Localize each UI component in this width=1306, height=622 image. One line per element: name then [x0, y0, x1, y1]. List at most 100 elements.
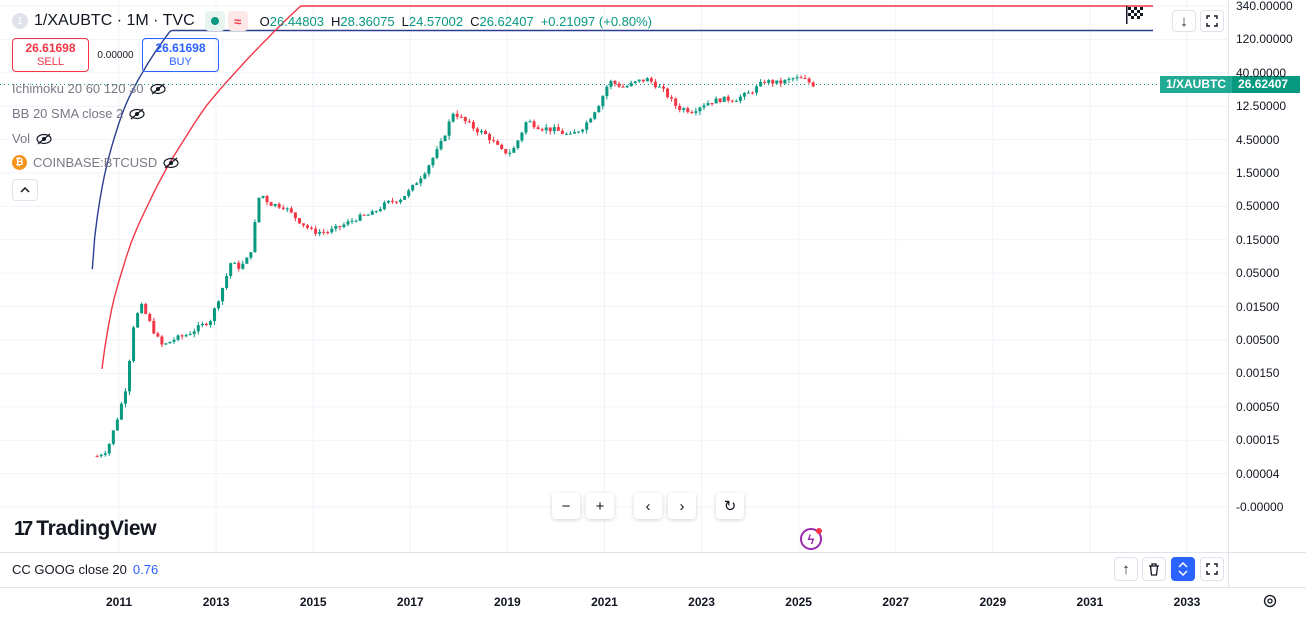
candle-body	[759, 81, 763, 87]
candle-body	[443, 135, 447, 142]
candle-body	[423, 173, 427, 179]
candle-body	[253, 222, 257, 253]
candle-body	[520, 132, 524, 141]
candle-body	[564, 133, 568, 135]
candle-body	[168, 341, 172, 344]
sell-button[interactable]: 26.61698 SELL	[12, 38, 89, 72]
upper-curve[interactable]	[91, 29, 1153, 270]
reset-button[interactable]: ↻	[716, 493, 744, 519]
candle-body	[508, 152, 512, 154]
candle-body	[593, 112, 597, 119]
candle-body	[779, 80, 783, 84]
candle-body	[597, 106, 601, 113]
eye-off-icon[interactable]	[149, 83, 166, 95]
chevron-up-icon[interactable]	[12, 179, 38, 201]
eye-off-icon[interactable]	[163, 157, 179, 169]
spread-value: 0.00000	[97, 49, 134, 61]
candle-body	[439, 141, 443, 150]
logo-text: TradingView	[36, 517, 157, 540]
candle-body	[136, 313, 140, 328]
candle-body	[734, 100, 738, 102]
last-price-tag: 1/XAUBTC 26.62407	[1160, 76, 1301, 93]
candle-body	[386, 200, 390, 203]
candle-body	[710, 103, 714, 105]
time-axis-divider	[0, 587, 1306, 588]
symbol-title[interactable]: 1/XAUBTC · 1M · TVC	[34, 12, 195, 29]
eye-off-icon[interactable]	[129, 108, 145, 120]
x-tick-label: 2021	[591, 595, 618, 609]
candle-body	[180, 335, 184, 337]
candle-body	[123, 391, 127, 404]
fullscreen-icon[interactable]	[1200, 10, 1224, 32]
candle-body	[666, 88, 670, 98]
x-tick-label: 2029	[979, 595, 1007, 609]
zoom-in-button[interactable]: +	[586, 493, 614, 519]
candle-body	[366, 214, 370, 216]
candle-body	[310, 227, 314, 229]
candle-body	[281, 207, 285, 209]
candle-body	[548, 127, 552, 132]
candle-body	[706, 103, 710, 106]
candle-body	[496, 141, 500, 145]
candle-body	[601, 96, 605, 107]
maximize-pane-icon[interactable]	[1200, 557, 1224, 581]
candle-body	[528, 121, 532, 123]
candle-body	[107, 443, 111, 454]
zoom-out-button[interactable]: −	[552, 493, 580, 519]
candle-body	[613, 80, 617, 84]
y-tick-label: 120.00000	[1236, 32, 1293, 47]
chevrons-updown-icon[interactable]	[1171, 557, 1195, 581]
candle-body	[115, 419, 119, 431]
bolt-icon[interactable]: ϟ	[800, 528, 822, 550]
indicator-label: Ichimoku 20 60 120 30	[12, 81, 144, 96]
candle-body	[488, 134, 492, 141]
candle-body	[273, 203, 277, 206]
candle-body	[164, 343, 168, 345]
indicator-label: Vol	[12, 131, 31, 146]
candle-body	[714, 98, 718, 104]
candle-body	[144, 303, 148, 314]
candle-body	[698, 107, 702, 112]
indicator-ichimoku[interactable]: Ichimoku 20 60 120 30	[12, 81, 166, 96]
price-tag-name: 1/XAUBTC	[1160, 76, 1233, 93]
lower-curve[interactable]	[101, 5, 1153, 369]
ohlc-low-key: L	[401, 13, 409, 29]
candle-body	[148, 313, 152, 321]
trash-icon[interactable]	[1142, 557, 1166, 581]
candle-body	[524, 122, 528, 133]
eye-off-icon[interactable]	[36, 133, 52, 145]
lower-pane-legend[interactable]: CC GOOG close 20 0.76	[12, 562, 158, 577]
flag-icon[interactable]	[1125, 6, 1143, 24]
y-tick-label: 340.00000	[1236, 0, 1293, 13]
market-open-icon[interactable]	[204, 11, 225, 31]
y-tick-label: 0.01500	[1236, 299, 1280, 314]
download-arrow-icon[interactable]: ↓	[1172, 10, 1196, 32]
tradingview-logo[interactable]: 17 TradingView	[14, 517, 157, 541]
x-tick-label: 2015	[299, 595, 327, 609]
buy-button[interactable]: 26.61698 BUY	[142, 38, 219, 72]
candle-body	[674, 98, 678, 106]
candle-body	[212, 308, 216, 322]
scroll-left-button[interactable]: ‹	[634, 493, 662, 519]
indicator-vol[interactable]: Vol	[12, 131, 52, 146]
candle-body	[407, 190, 411, 196]
arrow-up-icon[interactable]: ↑	[1114, 557, 1138, 581]
candle-body	[245, 257, 249, 264]
candle-body	[354, 220, 358, 222]
indicator-bb[interactable]: BB 20 SMA close 2	[12, 106, 145, 121]
scroll-right-button[interactable]: ›	[668, 493, 696, 519]
indicator-btcusd[interactable]: ₿ COINBASE:BTCUSD	[12, 155, 179, 170]
candle-body	[200, 323, 204, 326]
candle-body	[196, 325, 200, 332]
x-tick-label: 2011	[105, 595, 133, 609]
x-tick-label: 2027	[882, 595, 910, 609]
candle-body	[140, 303, 144, 314]
candle-body	[435, 149, 439, 158]
candle-body	[233, 262, 237, 264]
settings-icon[interactable]	[1258, 590, 1282, 612]
wave-icon[interactable]: ≈	[227, 11, 248, 31]
candle-body	[293, 212, 297, 219]
candle-body	[184, 335, 188, 337]
candle-body	[346, 221, 350, 225]
